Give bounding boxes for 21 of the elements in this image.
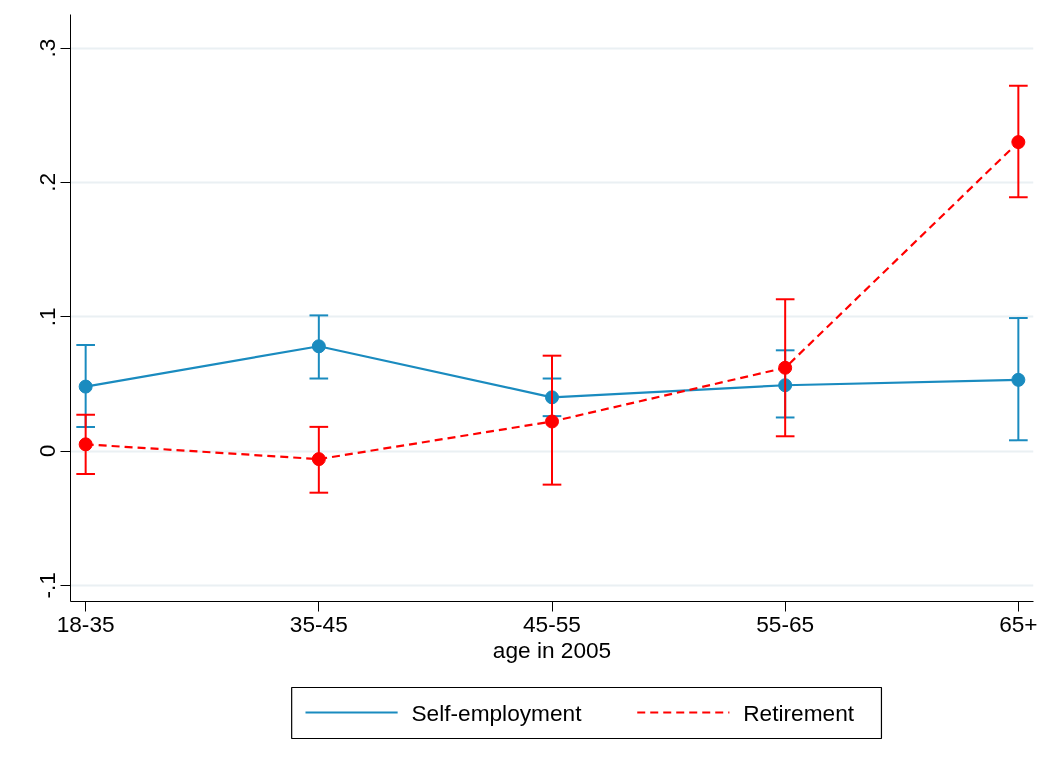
y-tick-label: .2 [34, 172, 61, 192]
x-tick-label: 35-45 [289, 610, 348, 637]
x-tick-label: 18-35 [56, 610, 115, 637]
point [545, 414, 559, 429]
legend-label: Self-employment [411, 699, 583, 726]
point [311, 452, 326, 467]
y-tick-label: .1 [34, 307, 61, 327]
x-tick-label: 45-55 [523, 610, 581, 637]
point [311, 339, 326, 354]
point [778, 360, 793, 375]
point [78, 379, 93, 394]
x-axis-title: age in 2005 [492, 636, 612, 663]
y-tick-label: .3 [34, 38, 61, 58]
y-tick-label: 0 [34, 444, 61, 458]
x-tick-label: 55-65 [756, 610, 815, 637]
y-tick-label: -.1 [34, 572, 61, 599]
point [1011, 135, 1026, 150]
point [78, 437, 93, 452]
x-tick-label: 65+ [999, 610, 1038, 637]
point [1011, 372, 1026, 387]
legend-label: Retirement [743, 699, 855, 726]
